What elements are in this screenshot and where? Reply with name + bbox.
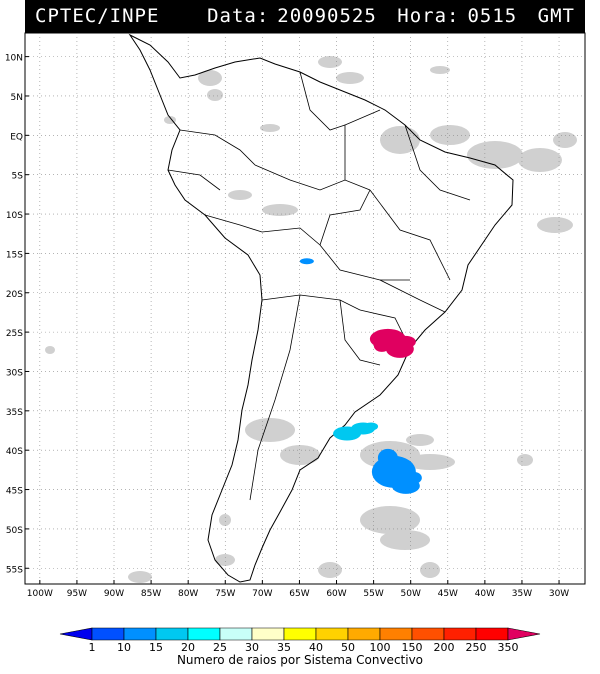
lat-label: 25S <box>6 329 23 339</box>
legend-tick-label: 350 <box>498 641 519 654</box>
timestamp: Data: 20090525 Hora: 0515 GMT <box>199 5 575 27</box>
lon-label: 55W <box>363 589 383 599</box>
header-bar: CPTEC/INPE Data: 20090525 Hora: 0515 GMT <box>25 0 585 33</box>
map-frame <box>24 32 586 585</box>
legend-swatch <box>91 627 125 641</box>
cluster-argentina-coast <box>333 422 379 441</box>
legend-tick-label: 20 <box>181 641 195 654</box>
lon-label: 70W <box>252 589 272 599</box>
legend-swatch <box>315 627 349 641</box>
legend-swatch <box>219 627 253 641</box>
hour-value: 0515 <box>467 5 518 27</box>
legend-tick-label: 40 <box>309 641 323 654</box>
lon-label: 75W <box>215 589 235 599</box>
lat-label: 5S <box>12 172 24 182</box>
lon-label: 45W <box>438 589 458 599</box>
legend-tick-label: 10 <box>117 641 131 654</box>
lat-label: 15S <box>6 250 23 260</box>
date-value: 20090525 <box>277 5 377 27</box>
lon-label: 60W <box>326 589 346 599</box>
cluster-bolivia <box>299 258 314 265</box>
lat-label: 5N <box>11 93 23 103</box>
cloud-background <box>45 56 577 583</box>
legend-tick-label: 25 <box>213 641 227 654</box>
org-title: CPTEC/INPE <box>35 5 160 27</box>
legend-swatch <box>251 627 285 641</box>
lon-label: 30W <box>549 589 569 599</box>
lat-label: 10N <box>5 54 23 64</box>
legend-tick-label: 30 <box>245 641 259 654</box>
cluster-brazil-south <box>369 328 416 358</box>
map-area: 10N 5N EQ 5S 10S 15S 20S 25S 30S 35S 40S 45S 50S 55S 1… <box>5 32 586 654</box>
lon-label: 85W <box>141 589 161 599</box>
legend-swatch <box>187 627 221 641</box>
lon-label: 95W <box>67 589 87 599</box>
lat-label: 20S <box>6 290 23 300</box>
south-america-coastline <box>128 33 514 583</box>
legend-colorbar: 1 10 15 20 25 30 35 40 50 100 150 200 250 350 <box>59 627 541 654</box>
legend-swatch <box>475 627 509 641</box>
lon-label: 90W <box>104 589 124 599</box>
lon-label: 35W <box>512 589 532 599</box>
legend-tick-label: 50 <box>341 641 355 654</box>
legend-swatch <box>443 627 477 641</box>
lat-label: 55S <box>6 565 23 575</box>
convective-clusters <box>299 258 422 494</box>
legend-swatch <box>411 627 445 641</box>
country-borders <box>167 71 471 501</box>
legend-swatch <box>155 627 189 641</box>
legend-swatch <box>59 627 93 641</box>
hour-label: Hora: <box>397 5 460 27</box>
timezone: GMT <box>537 5 575 27</box>
legend-tick-label: 15 <box>149 641 163 654</box>
lat-label: 35S <box>6 408 23 418</box>
legend-tick-label: 1 <box>89 641 96 654</box>
legend-tick-label: 200 <box>434 641 455 654</box>
lat-label: 30S <box>6 368 23 378</box>
lon-label: 50W <box>401 589 421 599</box>
legend-tick-label: 150 <box>402 641 423 654</box>
lat-label: 10S <box>6 211 23 221</box>
legend-swatch <box>123 627 157 641</box>
legend-tick-label: 100 <box>370 641 391 654</box>
lon-label: 40W <box>475 589 495 599</box>
lat-label: 45S <box>6 487 23 497</box>
legend-swatch <box>507 627 541 641</box>
lat-label: EQ <box>10 132 23 142</box>
lon-label: 100W <box>27 589 53 599</box>
legend-tick-label: 250 <box>466 641 487 654</box>
legend-tick-label: 35 <box>277 641 291 654</box>
graticule: 10N 5N EQ 5S 10S 15S 20S 25S 30S 35S 40S 45S 50S 55S 1… <box>5 32 586 599</box>
cluster-atlantic <box>371 448 422 494</box>
lon-label: 80W <box>178 589 198 599</box>
legend-title: Numero de raios por Sistema Convectivo <box>176 653 424 667</box>
legend-swatch <box>283 627 317 641</box>
lon-label: 65W <box>289 589 309 599</box>
lat-label: 40S <box>6 447 23 457</box>
legend-swatch <box>347 627 381 641</box>
legend-swatch <box>379 627 413 641</box>
lat-label: 50S <box>6 526 23 536</box>
date-label: Data: <box>207 5 270 27</box>
